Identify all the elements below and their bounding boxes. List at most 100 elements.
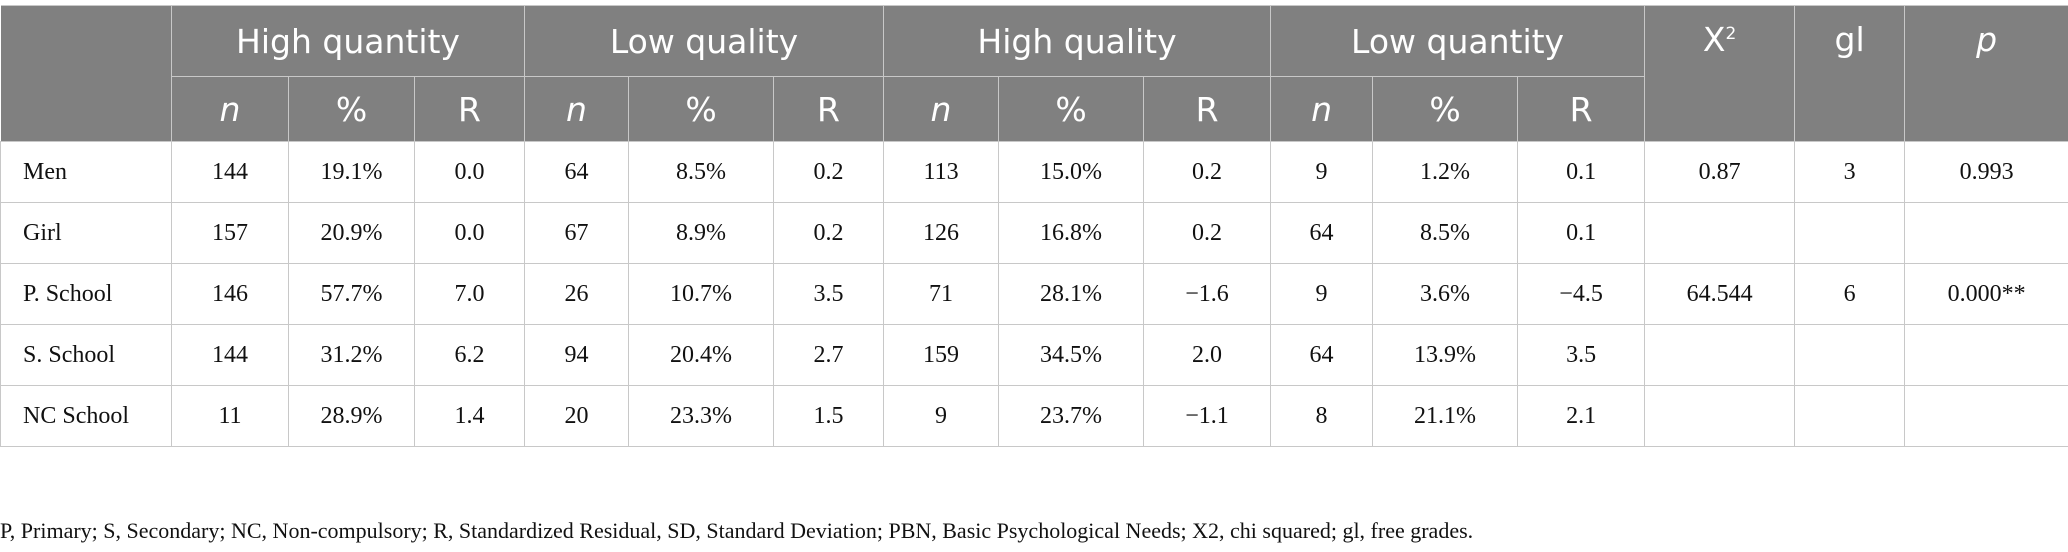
table-cell: −1.1: [1143, 385, 1272, 447]
table-cell: 8.5%: [1372, 202, 1519, 264]
row-label-header: [0, 5, 172, 142]
table-cell: 8: [1270, 385, 1374, 447]
subheader-n: n: [171, 76, 289, 142]
table-cell: 3: [1794, 141, 1906, 203]
table-cell: 1.2%: [1372, 141, 1519, 203]
table-cell: 6: [1794, 263, 1906, 325]
table-cell: 64: [1270, 202, 1374, 264]
subheader-n: n: [883, 76, 1000, 142]
table-cell: 3.5: [773, 263, 885, 325]
table-cell: 31.2%: [288, 324, 415, 386]
gl-header: gl: [1794, 5, 1906, 142]
table-cell: 144: [171, 141, 289, 203]
table-cell: 23.3%: [628, 385, 775, 447]
row-label: Men: [0, 141, 172, 203]
table-cell: 19.1%: [288, 141, 415, 203]
subheader-percent: %: [628, 76, 775, 142]
table-row: S. School 144 31.2% 6.2 94 20.4% 2.7 159 34.5% 2.…: [0, 324, 2068, 386]
table-body: Men 144 19.1% 0.0 64 8.5% 0.2 113 15.0% 0.2 9 1.2% 0…: [0, 141, 2068, 447]
results-table: High quantity Low quality High quality L…: [0, 5, 2068, 447]
table-cell: 126: [883, 202, 1000, 264]
table-cell: 23.7%: [998, 385, 1145, 447]
subheader-residual: R: [1143, 76, 1272, 142]
table-cell: −1.6: [1143, 263, 1272, 325]
table-cell: 11: [171, 385, 289, 447]
table-cell: 28.1%: [998, 263, 1145, 325]
group-header: Low quantity: [1270, 5, 1646, 77]
table-cell: 3.6%: [1372, 263, 1519, 325]
table-footnote: P, Primary; S, Secondary; NC, Non-compul…: [0, 518, 1474, 543]
subheader-n: n: [1270, 76, 1374, 142]
group-header-row: High quantity Low quality High quality L…: [0, 5, 2068, 142]
table-cell: 64.544: [1644, 263, 1796, 325]
table-cell: 0.1: [1517, 202, 1646, 264]
table-cell: 0.0: [413, 141, 526, 203]
subheader-percent: %: [1372, 76, 1519, 142]
row-label: NC School: [0, 385, 172, 447]
table-cell: 8.5%: [628, 141, 775, 203]
table-cell: 15.0%: [998, 141, 1145, 203]
chi-squared-symbol: X: [1702, 20, 1726, 59]
table-cell: 20.4%: [628, 324, 775, 386]
table-cell: −4.5: [1517, 263, 1646, 325]
table-cell: 2.7: [773, 324, 885, 386]
table-cell: 0.0: [413, 202, 526, 264]
group-header: High quantity: [170, 5, 526, 77]
table-cell: 144: [171, 324, 289, 386]
table-cell: 0.2: [1143, 141, 1272, 203]
table-cell: [1644, 324, 1796, 386]
table-cell: [1904, 202, 2068, 264]
table-cell: 64: [1270, 324, 1374, 386]
group-header: Low quality: [524, 5, 885, 77]
table-cell: 13.9%: [1372, 324, 1519, 386]
table-cell: [1904, 324, 2068, 386]
row-label: S. School: [0, 324, 172, 386]
table-cell: 2.1: [1517, 385, 1646, 447]
table-cell: 113: [883, 141, 1000, 203]
table-row: NC School 11 28.9% 1.4 20 23.3% 1.5 9 23.7% −1.1 8…: [0, 385, 2068, 447]
table-cell: 157: [171, 202, 289, 264]
table-cell: 21.1%: [1372, 385, 1519, 447]
table-header: High quantity Low quality High quality L…: [0, 5, 2068, 142]
p-value-header: p: [1904, 5, 2068, 142]
table-cell: 16.8%: [998, 202, 1145, 264]
table-row: Men 144 19.1% 0.0 64 8.5% 0.2 113 15.0% 0.2 9 1.2% 0…: [0, 141, 2068, 203]
row-label: Girl: [0, 202, 172, 264]
table-cell: 64: [524, 141, 630, 203]
table-row: Girl 157 20.9% 0.0 67 8.9% 0.2 126 16.8% 0.2 64 8.5…: [0, 202, 2068, 264]
table-cell: 26: [524, 263, 630, 325]
subheader-percent: %: [998, 76, 1145, 142]
table-cell: 2.0: [1143, 324, 1272, 386]
group-header: High quality: [883, 5, 1272, 77]
table-cell: 71: [883, 263, 1000, 325]
table-cell: 57.7%: [288, 263, 415, 325]
table-cell: 146: [171, 263, 289, 325]
subheader-residual: R: [773, 76, 885, 142]
table-cell: [1794, 385, 1906, 447]
table-cell: 20: [524, 385, 630, 447]
table-cell: 0.87: [1644, 141, 1796, 203]
subheader-residual: R: [413, 76, 526, 142]
table-cell: 67: [524, 202, 630, 264]
table-cell: 1.4: [413, 385, 526, 447]
table-cell: 7.0: [413, 263, 526, 325]
table-cell: 0.000**: [1904, 263, 2068, 325]
table-cell: [1794, 202, 1906, 264]
table-row: P. School 146 57.7% 7.0 26 10.7% 3.5 71 28.1% −1.…: [0, 263, 2068, 325]
table-cell: 9: [1270, 141, 1374, 203]
table-cell: 6.2: [413, 324, 526, 386]
table-cell: 0.2: [1143, 202, 1272, 264]
table-cell: 159: [883, 324, 1000, 386]
row-label: P. School: [0, 263, 172, 325]
chi-squared-header: X2: [1644, 5, 1796, 142]
table-cell: 9: [883, 385, 1000, 447]
table-cell: 0.1: [1517, 141, 1646, 203]
table-cell: 0.2: [773, 141, 885, 203]
table-cell: 28.9%: [288, 385, 415, 447]
table-cell: 8.9%: [628, 202, 775, 264]
subheader-percent: %: [288, 76, 415, 142]
chi-squared-superscript: 2: [1725, 24, 1737, 44]
table-cell: [1794, 324, 1906, 386]
subheader-residual: R: [1517, 76, 1646, 142]
